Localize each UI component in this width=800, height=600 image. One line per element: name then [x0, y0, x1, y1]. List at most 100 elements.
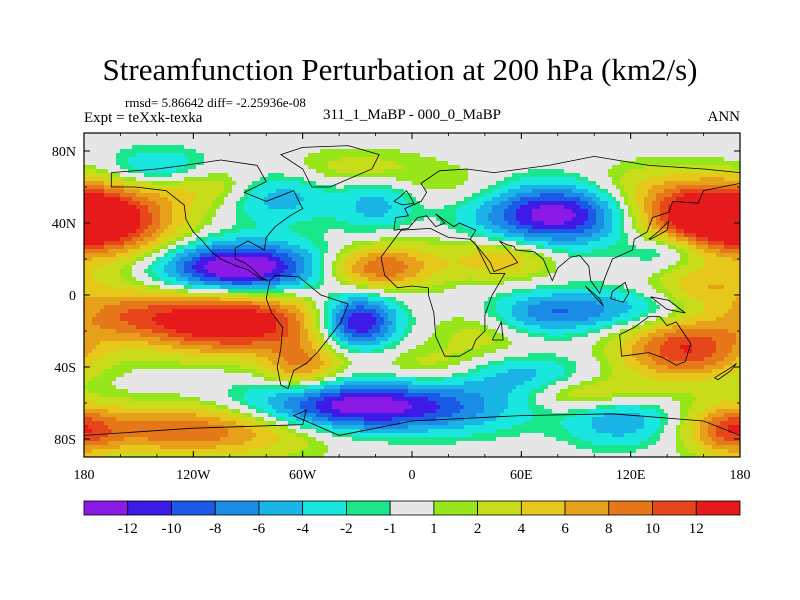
contour-cell: [132, 369, 225, 374]
contour-cell: [328, 333, 333, 338]
contour-cell: [424, 185, 457, 190]
contour-cell: [488, 313, 501, 318]
contour-cell: [676, 313, 697, 318]
contour-cell: [84, 401, 97, 406]
contour-cell: [332, 325, 337, 330]
contour-cell: [332, 337, 337, 342]
contour-cell: [324, 397, 345, 402]
contour-cell: [124, 277, 137, 282]
contour-cell: [392, 333, 405, 338]
contour-cell: [620, 229, 625, 234]
contour-cell: [408, 325, 413, 330]
contour-cell: [392, 341, 401, 346]
contour-cell: [444, 281, 505, 286]
contour-cell: [212, 201, 225, 206]
contour-cell: [504, 281, 569, 286]
contour-cell: [516, 213, 533, 218]
contour-cell: [388, 317, 397, 322]
contour-cell: [500, 321, 509, 326]
contour-cell: [112, 429, 229, 434]
contour-cell: [568, 409, 589, 414]
contour-cell: [188, 281, 205, 286]
contour-cell: [528, 309, 553, 314]
contour-cell: [512, 305, 529, 310]
contour-cell: [560, 389, 573, 394]
x-tick-label: 120W: [176, 468, 211, 483]
contour-cell: [184, 265, 193, 270]
contour-cell: [276, 421, 289, 426]
contour-cell: [332, 333, 337, 338]
contour-cell: [84, 181, 105, 186]
contour-cell: [84, 297, 221, 302]
contour-cell: [664, 425, 677, 430]
contour-cell: [204, 281, 233, 286]
contour-cell: [512, 313, 529, 318]
contour-cell: [596, 341, 609, 346]
contour-cell: [324, 385, 341, 390]
contour-cell: [112, 381, 289, 386]
contour-cell: [472, 253, 513, 258]
contour-cell: [628, 365, 649, 370]
contour-cell: [100, 309, 129, 314]
contour-cell: [348, 281, 369, 286]
contour-cell: [160, 217, 173, 222]
contour-cell: [84, 253, 117, 258]
contour-cell: [88, 353, 105, 358]
contour-cell: [604, 305, 633, 310]
contour-cell: [320, 265, 325, 270]
contour-cell: [364, 421, 401, 426]
contour-cell: [548, 385, 569, 390]
contour-cell: [524, 233, 593, 238]
contour-cell: [692, 437, 701, 442]
contour-cell: [428, 397, 457, 402]
contour-cell: [300, 181, 317, 186]
contour-cell: [536, 317, 589, 322]
contour-cell: [508, 393, 529, 398]
contour-cell: [612, 365, 629, 370]
contour-cell: [524, 321, 597, 326]
contour-cell: [172, 309, 257, 314]
contour-cell: [256, 405, 273, 410]
contour-cell: [384, 321, 393, 326]
contour-cell: [696, 417, 705, 422]
contour-cell: [616, 197, 625, 202]
contour-cell: [140, 201, 157, 206]
contour-cell: [532, 225, 577, 230]
contour-cell: [600, 365, 613, 370]
contour-cell: [676, 297, 697, 302]
colorbar-swatch: [389, 500, 435, 516]
contour-cell: [632, 353, 649, 358]
contour-cell: [516, 325, 541, 330]
contour-cell: [696, 313, 725, 318]
contour-cell: [408, 253, 437, 258]
contour-cell: [152, 265, 165, 270]
contour-cell: [440, 237, 489, 242]
contour-cell: [340, 389, 409, 394]
contour-cell: [212, 205, 221, 210]
contour-cell: [716, 433, 740, 438]
contour-cell: [368, 261, 405, 266]
contour-cell: [684, 421, 693, 426]
contour-cell: [96, 401, 201, 406]
contour-cell: [268, 397, 289, 402]
contour-cell: [564, 369, 577, 374]
contour-cell: [556, 377, 569, 382]
contour-cell: [464, 381, 525, 386]
contour-cell: [596, 357, 609, 362]
contour-cell: [320, 365, 333, 370]
contour-cell: [604, 345, 621, 350]
comparison-label: 311_1_MaBP - 000_0_MaBP: [322, 107, 502, 123]
contour-cell: [100, 265, 125, 270]
contour-cell: [592, 293, 637, 298]
contour-cell: [308, 277, 321, 282]
contour-cell: [508, 197, 521, 202]
contour-cell: [84, 233, 129, 238]
contour-cell: [588, 241, 617, 246]
contour-cell: [648, 193, 657, 198]
contour-cell: [176, 253, 189, 258]
contour-cell: [360, 349, 373, 354]
contour-cell: [152, 269, 165, 274]
contour-cell: [688, 253, 701, 258]
contour-cell: [228, 193, 245, 198]
contour-cell: [564, 193, 585, 198]
